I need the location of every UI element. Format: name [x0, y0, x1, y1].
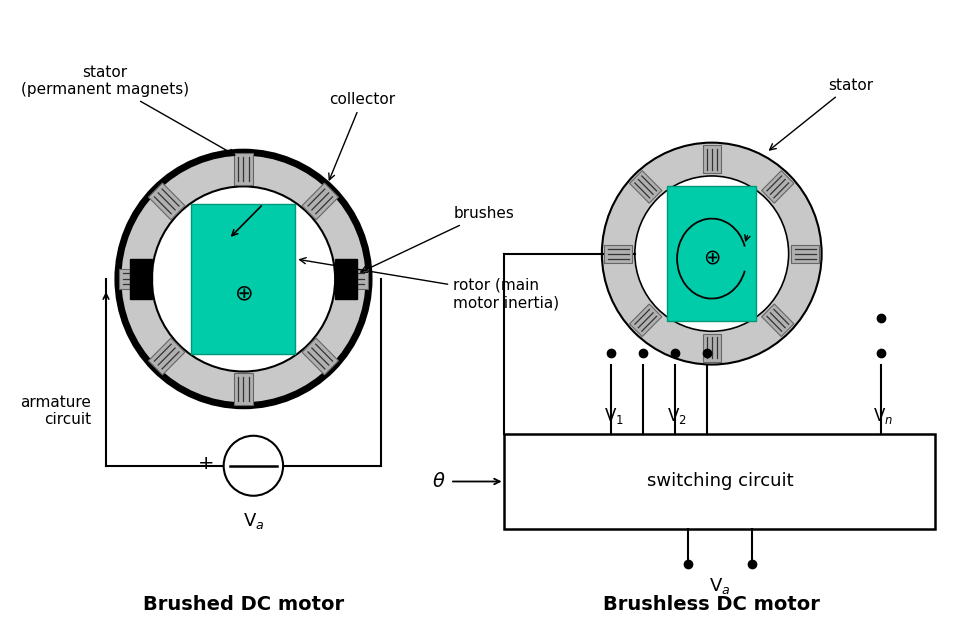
Text: $\oplus$: $\oplus$	[703, 249, 721, 269]
Polygon shape	[302, 183, 339, 220]
Polygon shape	[703, 145, 721, 173]
Text: V$_2$: V$_2$	[667, 406, 687, 426]
Text: $\theta$: $\theta$	[431, 472, 445, 491]
Text: stator: stator	[770, 77, 873, 150]
Bar	[191, 204, 295, 354]
Text: stator
(permanent magnets): stator (permanent magnets)	[21, 65, 234, 155]
Text: V$_a$: V$_a$	[709, 576, 731, 596]
Bar	[130, 259, 152, 299]
Circle shape	[635, 176, 788, 331]
Text: V$_1$: V$_1$	[603, 406, 623, 426]
Polygon shape	[234, 373, 254, 404]
Polygon shape	[629, 171, 662, 203]
Text: rotor (main
motor inertia): rotor (main motor inertia)	[300, 257, 560, 310]
Polygon shape	[703, 334, 721, 362]
Bar	[667, 186, 757, 321]
Polygon shape	[629, 304, 662, 337]
Bar	[335, 259, 357, 299]
Circle shape	[152, 186, 335, 372]
Text: V$_a$: V$_a$	[242, 511, 264, 531]
Polygon shape	[302, 338, 339, 375]
Polygon shape	[791, 245, 819, 262]
Circle shape	[602, 143, 821, 365]
Polygon shape	[761, 304, 794, 337]
Polygon shape	[234, 153, 254, 185]
Text: +: +	[198, 454, 214, 473]
Text: brushes: brushes	[361, 207, 514, 272]
Polygon shape	[149, 338, 185, 375]
Text: $\oplus$: $\oplus$	[234, 284, 253, 304]
Text: collector: collector	[329, 92, 396, 180]
Polygon shape	[336, 269, 368, 289]
Text: armature
circuit: armature circuit	[20, 394, 91, 427]
Text: Brushless DC motor: Brushless DC motor	[603, 595, 820, 614]
Bar	[505, 434, 935, 529]
Circle shape	[118, 152, 369, 406]
Polygon shape	[761, 171, 794, 203]
Circle shape	[224, 436, 283, 496]
Polygon shape	[604, 245, 632, 262]
Polygon shape	[149, 183, 185, 220]
Polygon shape	[119, 269, 151, 289]
Text: V$_n$: V$_n$	[873, 406, 893, 426]
Text: Brushed DC motor: Brushed DC motor	[143, 595, 345, 614]
Text: switching circuit: switching circuit	[647, 472, 793, 491]
